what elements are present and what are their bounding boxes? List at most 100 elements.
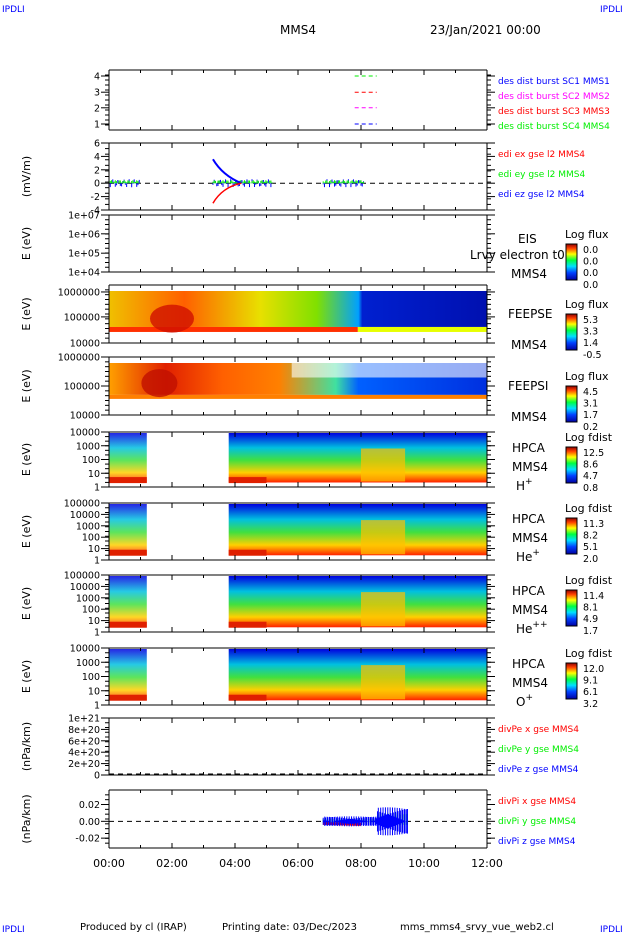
y-axis-label: E (eV) — [20, 587, 33, 620]
probe-label: MMS4 — [512, 603, 548, 617]
spectrogram-feepsi-sparse — [291, 363, 487, 378]
spectrogram-hpca_hepp — [109, 576, 147, 628]
y-tick-label: 100000 — [64, 312, 100, 323]
legend-entry: des dist burst SC1 MMS1 — [498, 77, 610, 87]
instrument-subtitle: Lrvy electron t0 — [470, 248, 565, 262]
probe-label: MMS4 — [512, 531, 548, 545]
spectrogram-hpca_he — [228, 504, 487, 556]
corner-label-bottom-right: IPDLI — [600, 925, 623, 934]
y-tick-label: 10 — [88, 469, 100, 480]
instrument-label: HPCA — [512, 512, 546, 526]
colorbar-tick-label: 0.0 — [583, 268, 598, 279]
y-tick-label: 2e+20 — [68, 759, 100, 770]
panel-feepsi: 1000000 100000 10000 E (eV) FEEPSI MMS4 Log fl… — [20, 353, 609, 433]
corner-label-bottom-left: IPDLI — [2, 925, 25, 934]
y-axis-label: E (eV) — [20, 443, 33, 476]
colorbar-tick-label: 2.0 — [583, 554, 598, 565]
y-tick-label: 1e+04 — [68, 268, 100, 279]
y-tick-label: 0.02 — [79, 800, 100, 811]
edi-ey-trace — [322, 180, 365, 184]
spectrogram-hpca_hepp — [228, 576, 487, 628]
y-tick-label: 1000 — [76, 521, 100, 532]
y-tick-label: 10000 — [70, 644, 100, 655]
y-tick-label: 4 — [94, 152, 100, 163]
colorbar-tick-label: -0.5 — [583, 350, 602, 361]
legend-entry: des dist burst SC4 MMS4 — [498, 122, 610, 132]
y-tick-label: 1000 — [76, 441, 100, 452]
colorbar-tick-label: 3.2 — [583, 699, 598, 710]
y-tick-label: 0 — [94, 771, 100, 782]
colorbar-tick-label: 11.3 — [583, 519, 604, 530]
header-spacecraft: MMS4 — [280, 23, 316, 37]
spectrogram-hpca_hepp-low — [228, 621, 267, 628]
y-axis-label: (nPa/km) — [20, 794, 33, 843]
x-tick-label: 08:00 — [345, 857, 377, 870]
species-charge: + — [525, 477, 533, 487]
y-axis-label: E (eV) — [20, 227, 33, 260]
instrument-label: HPCA — [512, 657, 546, 671]
edi-ex-trace — [212, 182, 242, 204]
colorbar-tick-label: 1.4 — [583, 338, 598, 349]
legend-entry: edi ex gse l2 MMS4 — [498, 150, 585, 160]
panel-eis: 1e+07 1e+06 1e+05 1e+04 E (eV) EIS Lrvy electr… — [20, 211, 609, 291]
species-charge: ++ — [532, 620, 547, 630]
y-tick-label: 1 — [94, 701, 100, 712]
spectrogram-feepse-band — [109, 326, 358, 332]
spectrogram-hpca_h-low — [228, 477, 267, 484]
y-tick-label: 4e+20 — [68, 748, 100, 759]
y-tick-label: 1000000 — [58, 353, 100, 364]
y-axis-label: (nPa/km) — [20, 722, 33, 771]
y-tick-label: 10 — [88, 686, 100, 697]
legend-entry: edi ez gse l2 MMS4 — [498, 190, 585, 200]
colorbar-tick-label: 3.1 — [583, 399, 598, 410]
y-tick-label: 10000 — [70, 411, 100, 422]
colorbar-tick-label: 0.8 — [583, 483, 598, 494]
species-label: H+ — [516, 477, 533, 493]
probe-label: MMS4 — [512, 460, 548, 474]
instrument-label: FEEPSI — [508, 379, 548, 393]
colorbar — [565, 313, 578, 351]
species-name: He — [516, 622, 532, 636]
panel-edi: 6 4 2 0 -2 -4 (mV/m) edi ex gse l2 MMS4 edi ey g… — [20, 139, 585, 217]
colorbar — [565, 243, 578, 281]
footer-produced-by: Produced by cl (IRAP) — [80, 922, 187, 933]
colorbar — [565, 385, 578, 423]
spectrogram-hpca_hepp-low — [109, 621, 147, 628]
y-tick-label: 1000000 — [58, 287, 100, 298]
legend-entry: edi ey gse l2 MMS4 — [498, 170, 585, 180]
y-tick-label: 1 — [94, 483, 100, 494]
instrument-label: HPCA — [512, 441, 546, 455]
footer-printing-date: Printing date: 03/Dec/2023 — [222, 922, 357, 933]
colorbar — [565, 517, 578, 555]
y-axis-label: E (eV) — [20, 369, 33, 402]
spectrogram-hpca_h — [109, 433, 147, 483]
colorbar-title: Log fdist — [565, 647, 613, 660]
header-date: 23/Jan/2021 00:00 — [430, 23, 541, 37]
colorbar-tick-label: 4.9 — [583, 614, 598, 625]
y-tick-label: 10 — [88, 616, 100, 627]
legend-entry: divPe z gse MMS4 — [498, 765, 579, 775]
legend-entry: divPi z gse MMS4 — [498, 837, 576, 847]
species-charge: + — [532, 548, 540, 558]
spectrogram-hpca_h-enhancement — [361, 448, 406, 482]
spectrogram-feepsi-peak — [141, 369, 178, 398]
colorbar-title: Log flux — [565, 370, 609, 383]
y-tick-label: 10000 — [70, 339, 100, 350]
colorbar — [565, 446, 578, 484]
y-tick-label: 4 — [94, 72, 100, 83]
spectrogram-hpca_o — [109, 649, 147, 701]
spectrogram-feepsi-band — [109, 394, 487, 399]
x-tick-label: 02:00 — [156, 857, 188, 870]
legend-entry: divPe x gse MMS4 — [498, 725, 579, 735]
spectrogram-hpca_o-enhancement — [361, 665, 406, 700]
panel-divpi: 0.02 0.00 -0.02 (nPa/km) divPi x gse MMS4 div… — [20, 789, 576, 849]
y-tick-label: -0.02 — [75, 834, 100, 845]
species-name: O — [516, 695, 525, 709]
y-tick-label: 2 — [94, 165, 100, 176]
colorbar-tick-label: 4.7 — [583, 471, 598, 482]
y-tick-label: 1e+21 — [68, 714, 100, 725]
y-tick-label: 6 — [94, 139, 100, 150]
colorbar-tick-label: 0.0 — [583, 257, 598, 268]
y-tick-label: 1e+07 — [68, 211, 100, 222]
